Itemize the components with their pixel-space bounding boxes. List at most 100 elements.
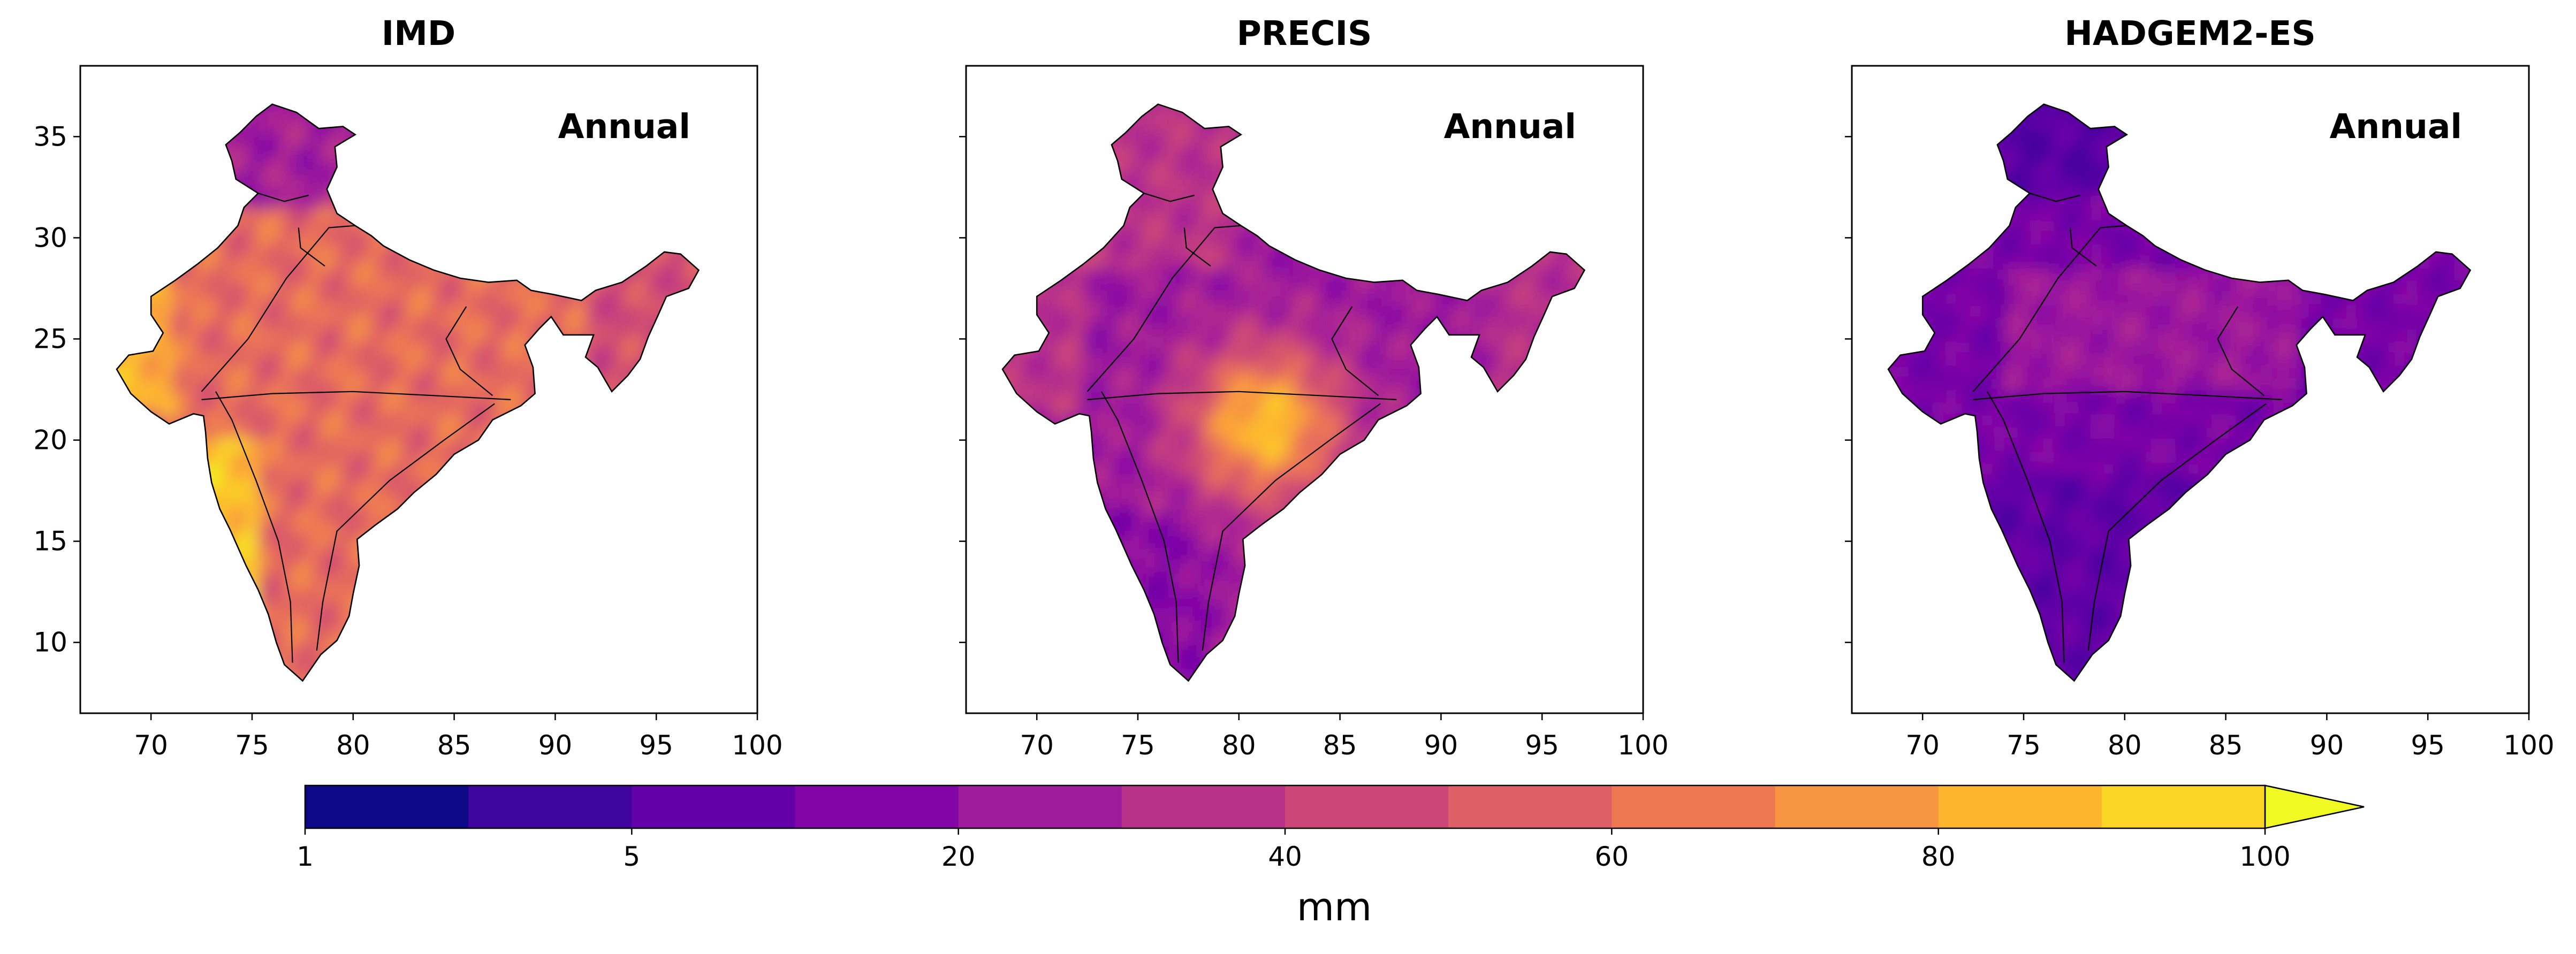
colorbar-tick-label: 100 <box>2239 841 2290 872</box>
colorbar-tick-label: 20 <box>941 841 976 872</box>
x-tick-label: 90 <box>1424 730 1458 761</box>
colorbar-segment <box>632 785 796 828</box>
colorbar-segment <box>958 785 1122 828</box>
colorbar-segment <box>795 785 959 828</box>
x-tick-label: 85 <box>437 730 472 761</box>
region-boundary <box>1331 306 1379 396</box>
x-tick-label: 95 <box>1525 730 1559 761</box>
y-axis: 10 15 20 25 30 35 <box>33 121 80 658</box>
region-boundary <box>2087 403 2267 651</box>
region-boundary <box>1972 225 2127 392</box>
x-tick-label: 95 <box>639 730 673 761</box>
axes-frame <box>79 65 758 714</box>
region-boundary <box>201 225 355 392</box>
y-tick-label: 25 <box>33 323 67 354</box>
panel-imd: IMD Annual 70 75 80 85 90 95 100 10 15 20 25 30 35 <box>33 14 782 761</box>
y-axis <box>1845 136 1852 643</box>
region-boundary <box>1086 225 1241 392</box>
colorbar-segment <box>2101 785 2266 828</box>
x-tick-label: 95 <box>2411 730 2445 761</box>
x-tick-label: 100 <box>1617 730 1668 761</box>
region-boundary <box>1087 391 1397 400</box>
region-boundary <box>298 227 325 267</box>
region-boundary <box>2217 306 2265 396</box>
region-boundary <box>1202 403 1381 651</box>
colorbar-segment <box>1121 785 1286 828</box>
precip-field <box>1888 104 2471 681</box>
region-boundary <box>257 193 309 202</box>
x-tick-label: 90 <box>538 730 573 761</box>
country-outline <box>1001 103 1586 682</box>
axes-frame <box>1851 65 2530 714</box>
season-label: Annual <box>558 107 690 146</box>
x-tick-label: 85 <box>1323 730 1357 761</box>
x-tick-label: 70 <box>1020 730 1054 761</box>
x-axis: 70 75 80 85 90 95 100 <box>1905 713 2555 761</box>
season-label: Annual <box>1444 107 1576 146</box>
region-boundary <box>1973 391 2283 400</box>
colorbar-label: mm <box>1297 884 1372 929</box>
season-label: Annual <box>2330 107 2462 146</box>
precip-field <box>1002 104 1585 681</box>
map-layer <box>1001 103 1586 682</box>
x-tick-label: 75 <box>1121 730 1155 761</box>
colorbar-segment <box>468 785 633 828</box>
x-axis: 70 75 80 85 90 95 100 <box>134 713 783 761</box>
panel-precis: PRECIS Annual 70 75 80 85 90 95 100 <box>959 14 1669 761</box>
x-tick-label: 70 <box>1905 730 1940 761</box>
colorbar-tick-label: 1 <box>297 841 314 872</box>
panel-title: IMD <box>382 14 455 53</box>
x-tick-label: 100 <box>2503 730 2554 761</box>
region-boundary <box>215 391 293 663</box>
region-boundary <box>201 391 511 400</box>
x-tick-label: 85 <box>2209 730 2243 761</box>
x-tick-label: 70 <box>134 730 168 761</box>
colorbar-segment <box>1938 785 2102 828</box>
region-boundary <box>1143 193 1195 202</box>
colorbar-tick-label: 60 <box>1595 841 1629 872</box>
country-outline <box>1887 103 2472 682</box>
x-tick-label: 100 <box>732 730 782 761</box>
y-tick-label: 15 <box>33 526 67 557</box>
region-boundary <box>316 403 495 651</box>
region-boundary <box>1101 391 1179 663</box>
colorbar-segment <box>305 785 469 828</box>
y-tick-label: 30 <box>33 222 67 253</box>
region-boundary <box>445 306 493 396</box>
panel-title: PRECIS <box>1237 14 1372 53</box>
y-tick-label: 20 <box>33 425 67 456</box>
precip-field <box>117 104 699 681</box>
colorbar-ticks: 1 5 20 40 60 80 100 <box>297 828 2291 872</box>
colorbar-segment <box>1612 785 1776 828</box>
panel-title: HADGEM2-ES <box>2064 14 2316 53</box>
country-outline <box>116 103 700 682</box>
x-tick-label: 75 <box>2007 730 2041 761</box>
colorbar-segment <box>1775 785 1939 828</box>
colorbar: 1 5 20 40 60 80 100 mm <box>297 784 2365 929</box>
region-boundary <box>2029 193 2080 202</box>
map-layer <box>1887 103 2472 682</box>
region-boundary <box>1183 227 1211 267</box>
x-axis: 70 75 80 85 90 95 100 <box>1020 713 1669 761</box>
colorbar-segment <box>1285 785 1449 828</box>
colorbar-tick-label: 5 <box>623 841 640 872</box>
colorbar-tick-label: 40 <box>1268 841 1302 872</box>
x-tick-label: 80 <box>336 730 370 761</box>
x-tick-label: 75 <box>235 730 269 761</box>
colorbar-segments <box>304 784 2365 829</box>
y-axis <box>959 136 966 643</box>
region-boundary <box>1987 391 2065 663</box>
panel-hadgem2-es: HADGEM2-ES Annual 70 75 80 85 90 95 100 <box>1845 14 2555 761</box>
x-tick-label: 80 <box>1222 730 1256 761</box>
x-tick-label: 90 <box>2310 730 2344 761</box>
region-boundary <box>2069 227 2097 267</box>
colorbar-segment <box>1448 785 1613 828</box>
colorbar-tick-label: 80 <box>1921 841 1956 872</box>
colorbar-extend-arrow <box>2264 784 2365 829</box>
x-tick-label: 80 <box>2108 730 2142 761</box>
axes-frame <box>965 65 1644 714</box>
map-layer <box>116 103 700 682</box>
y-tick-label: 35 <box>33 121 67 152</box>
y-tick-label: 10 <box>33 627 67 658</box>
